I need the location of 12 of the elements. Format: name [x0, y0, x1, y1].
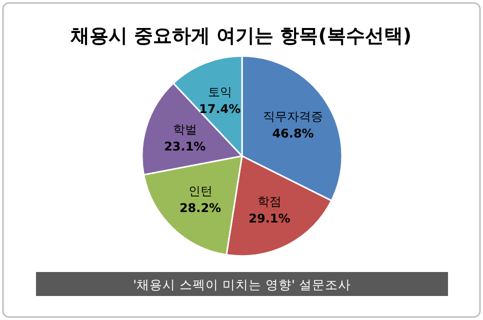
text: '채용시 스펙이 미치는 영향' 설문조사 — [133, 277, 351, 292]
slice-label: 학점 — [257, 194, 282, 208]
data-label: 29.1% — [248, 211, 290, 226]
slice-label: 토익 — [208, 85, 232, 100]
chart-title: 채용시 중요하게 여기는 항목(복수선택) — [69, 25, 412, 47]
data-label: 23.1% — [164, 140, 206, 154]
data-label: 28.2% — [179, 201, 222, 216]
data-label: 46.8% — [272, 126, 314, 140]
slice-label: 직무자격증 — [263, 109, 324, 124]
slice-label: 인턴 — [188, 184, 212, 198]
slice-label: 학벌 — [172, 122, 197, 137]
data-label: 17.4% — [199, 102, 241, 116]
